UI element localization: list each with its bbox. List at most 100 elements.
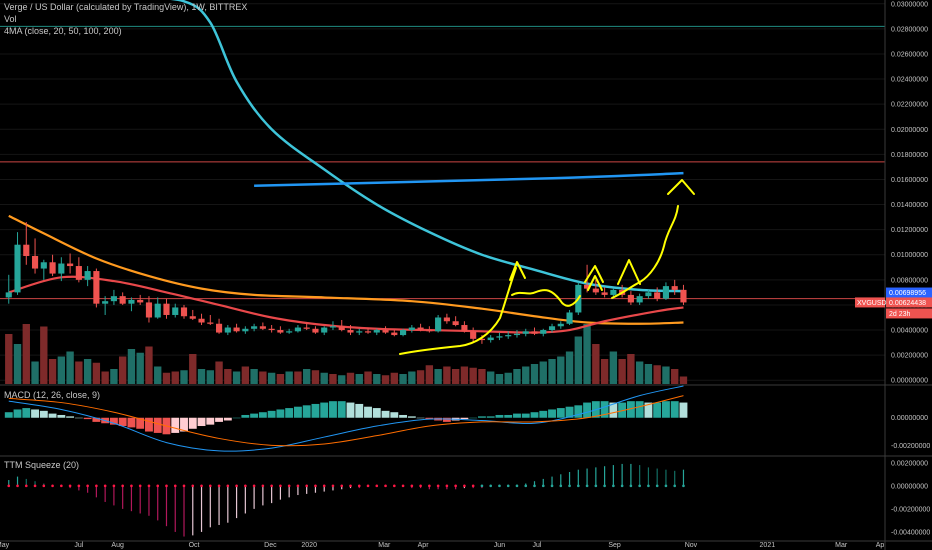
candle-body [540,330,547,334]
squeeze-dot [208,484,212,488]
squeeze-dot [393,484,396,488]
time-tick-label: Ap [876,542,885,549]
volume-bar [267,372,276,384]
macd-hist-bar [670,401,679,418]
macd-hist-bar [346,402,355,418]
squeeze-dot [340,484,344,488]
squeeze-dot [445,484,449,488]
candle-body [671,286,678,290]
price-tick-label: 0.01800000 [891,152,928,159]
squeeze-dot [577,484,580,488]
candle-body [461,325,468,332]
price-badge-label: 0.00698956 [889,290,926,297]
price-tick-label: 0.03000000 [891,1,928,8]
macd-legend: MACD (12, 26, close, 9) [4,390,101,400]
volume-bar [662,366,670,384]
squeeze-dot [550,484,554,488]
candle-body [548,326,556,331]
volume-bar [381,375,390,384]
drawing-arrow [617,259,641,285]
volume-bar [434,369,442,384]
price-tick-label: 0.02800000 [891,26,928,33]
time-tick-label: Apr [418,542,430,549]
candle-body [198,318,205,323]
macd-hist-bar [355,403,364,418]
macd-hist-bar [109,417,118,425]
volume-bar [679,376,688,384]
macd-hist-bar [548,409,556,418]
time-tick-label: 2020 [301,542,317,549]
macd-hist-bar [661,401,670,418]
volume-bar [644,364,653,384]
macd-hist-bar [118,417,127,427]
volume-bar [311,370,320,384]
candle-body [110,296,117,302]
candle-body [23,244,30,256]
macd-hist-bar [145,417,153,432]
candle-body [452,321,459,326]
squeeze-dot [603,484,606,488]
squeeze-dot [594,484,598,488]
squeeze-dot [612,484,615,488]
price-tick-label: 0.02200000 [891,102,928,109]
candle-body [294,327,301,332]
macd-tick-label: 0.00000000 [891,415,928,422]
squeeze-dot [200,484,203,488]
price-badge-bg [886,308,932,319]
price-tick-label: 0.02400000 [891,77,928,84]
squeeze-dot [322,484,326,488]
time-axis[interactable]: May Jul Aug Oct Dec 2020 Mar Apr Jun Jul Sep Nov 202… [0,542,884,549]
squeeze-dot [401,484,405,488]
candle-body [610,289,617,295]
ma20-line [8,275,684,334]
volume-bar [355,374,363,384]
macd-hist-bar [215,417,224,422]
candle-body [662,286,670,299]
squeeze-dot [620,484,624,488]
volume-bar [110,369,118,384]
volume-bar [40,326,48,384]
macd-hist-bar [293,406,302,418]
macd-hist-bar [22,408,31,418]
candle-body [40,262,47,269]
candle-body [137,299,144,303]
candle-body [329,326,337,328]
price-badge-label: 2d 23h [889,311,911,318]
macd-hist-bar [635,401,644,418]
squeeze-dot [384,484,387,488]
squeeze-dot [515,484,519,488]
volume-bar [539,361,547,384]
moving-averages [8,0,684,334]
macd-hist-bar [127,417,136,428]
price-axis[interactable]: 0.03000000 0.02800000 0.02600000 0.02400000… [891,1,930,536]
macd-hist-bar [364,406,372,418]
squeeze-dot [524,484,528,488]
volume-bar [600,359,609,384]
squeeze-dot [436,484,440,488]
macd-hist-bar [302,405,311,418]
squeeze-dot [51,484,54,488]
macd-hist-bar [250,413,259,418]
candle-body [584,284,591,289]
macd-pane [4,385,688,452]
candle-body [31,256,39,269]
squeeze-dot [673,484,677,488]
squeeze-dot [112,484,116,488]
macd-hist-bar [337,401,346,418]
squeeze-dot [454,484,457,488]
time-tick-label: Jul [74,542,83,549]
volume-bar [276,374,285,384]
candle-body [356,331,363,333]
candle-body [163,303,170,315]
macd-hist-bar [618,402,627,418]
squeeze-dot [182,484,186,488]
volume-bar [145,346,153,384]
macd-hist-bar [92,417,101,422]
candle-body [189,316,196,319]
macd-hist-bar [276,409,285,418]
volume-bar [259,371,267,384]
volume-bar [408,371,416,384]
volume-bar [635,361,644,384]
